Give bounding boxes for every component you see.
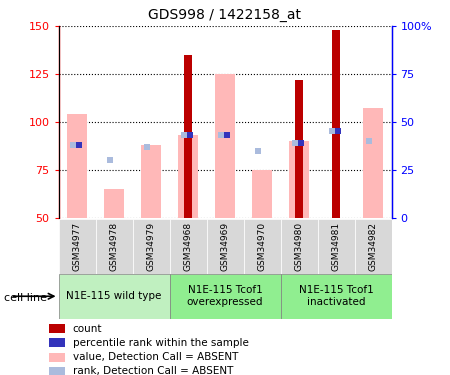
Text: GSM34979: GSM34979 [147, 222, 156, 271]
Bar [49, 339, 65, 347]
Bar [141, 145, 161, 218]
Bar [58, 219, 95, 274]
Bar [355, 219, 392, 274]
Bar [104, 189, 124, 217]
Text: GSM34980: GSM34980 [294, 222, 303, 271]
Bar [170, 219, 207, 274]
Bar [207, 219, 243, 274]
Bar [243, 219, 280, 274]
Bar [332, 30, 340, 217]
Text: GSM34970: GSM34970 [257, 222, 266, 271]
Bar [67, 114, 87, 218]
Bar [184, 55, 192, 217]
Text: percentile rank within the sample: percentile rank within the sample [73, 338, 248, 348]
Bar [215, 74, 235, 217]
Text: N1E-115 Tcof1
inactivated: N1E-115 Tcof1 inactivated [299, 285, 374, 307]
Text: GSM34977: GSM34977 [72, 222, 81, 271]
Bar [295, 80, 303, 218]
Text: GSM34978: GSM34978 [109, 222, 118, 271]
Bar [58, 274, 170, 319]
Text: N1E-115 Tcof1
overexpressed: N1E-115 Tcof1 overexpressed [187, 285, 263, 307]
Bar [170, 274, 280, 319]
Bar [289, 141, 309, 218]
Bar [132, 219, 170, 274]
Bar [363, 108, 383, 217]
Bar [95, 219, 132, 274]
Text: GSM34968: GSM34968 [184, 222, 193, 271]
Bar [318, 219, 355, 274]
Text: GSM34982: GSM34982 [369, 222, 378, 271]
Bar [49, 324, 65, 333]
Bar [49, 352, 65, 362]
Title: GDS998 / 1422158_at: GDS998 / 1422158_at [148, 9, 302, 22]
Text: cell line: cell line [4, 293, 48, 303]
Bar [252, 170, 272, 217]
Text: GSM34969: GSM34969 [220, 222, 230, 271]
Bar [49, 367, 65, 375]
Bar [178, 135, 198, 218]
Text: value, Detection Call = ABSENT: value, Detection Call = ABSENT [73, 352, 238, 362]
Bar [280, 219, 318, 274]
Text: N1E-115 wild type: N1E-115 wild type [66, 291, 162, 301]
Bar [280, 274, 392, 319]
Text: GSM34981: GSM34981 [332, 222, 341, 271]
Text: count: count [73, 324, 102, 334]
Text: rank, Detection Call = ABSENT: rank, Detection Call = ABSENT [73, 366, 233, 375]
